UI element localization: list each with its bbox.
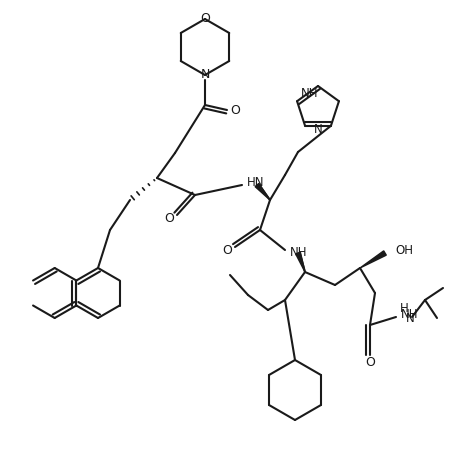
Polygon shape (359, 251, 385, 268)
Text: N: N (405, 312, 414, 325)
Text: N: N (313, 123, 322, 136)
Text: NH: NH (300, 87, 318, 100)
Text: O: O (164, 212, 173, 225)
Text: O: O (200, 13, 209, 26)
Text: O: O (364, 356, 374, 369)
Polygon shape (295, 252, 304, 272)
Text: H: H (399, 302, 408, 315)
Text: O: O (230, 103, 239, 116)
Text: NH: NH (400, 308, 418, 322)
Polygon shape (254, 184, 269, 200)
Text: OH: OH (394, 244, 412, 258)
Text: HN: HN (247, 176, 264, 189)
Text: O: O (222, 244, 232, 257)
Text: NH: NH (289, 245, 307, 258)
Text: N: N (200, 69, 209, 82)
